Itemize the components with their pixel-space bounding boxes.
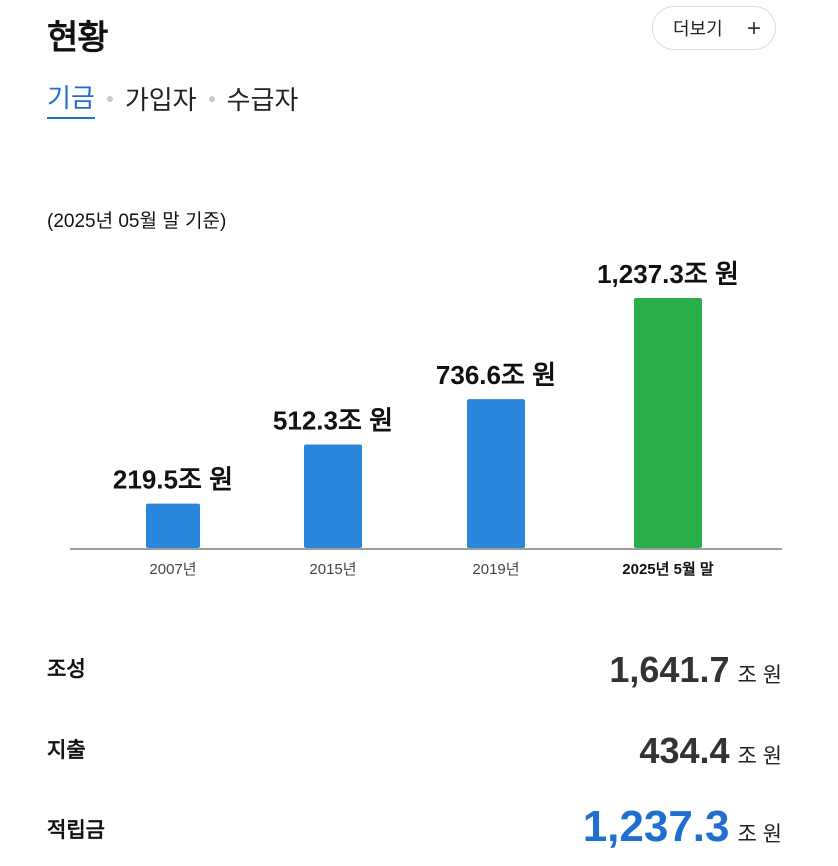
stat-row-spent: 지출 434.4 조 원 (47, 722, 782, 772)
stat-unit: 조 원 (737, 745, 782, 768)
bar-value-label: 1,237.3조 원 (597, 259, 739, 289)
stat-value: 434.4 (639, 730, 730, 771)
tab-separator-dot (208, 95, 215, 102)
x-tick-label: 2015년 (309, 561, 356, 578)
stat-row-raised: 조성 1,641.7 조 원 (47, 641, 782, 691)
more-button-label: 더보기 (673, 19, 723, 39)
bar (467, 399, 525, 548)
bar-value-label: 219.5조 원 (113, 465, 233, 495)
chart-basis-note: (2025년 05월 말 기준) (47, 211, 227, 232)
stat-value: 1,641.7 (609, 649, 730, 690)
stat-label: 조성 (47, 658, 86, 681)
plus-icon: + (746, 15, 761, 42)
stat-label: 적립금 (47, 819, 105, 842)
bar-value-label: 736.6조 원 (436, 360, 556, 390)
more-button[interactable]: 더보기 + (652, 6, 776, 50)
stat-unit: 조 원 (737, 823, 782, 846)
bar-value-label: 512.3조 원 (273, 405, 393, 435)
tab-beneficiaries[interactable]: 수급자 (226, 85, 299, 115)
tab-bar: 기금 가입자 수급자 (47, 78, 298, 119)
fund-bar-chart: 219.5조 원 2007년 512.3조 원 2015년 736.6조 원 2019년 1… (70, 259, 782, 578)
tab-fund[interactable]: 기금 (47, 78, 95, 119)
x-tick-label: 2007년 (149, 561, 196, 578)
bar (634, 298, 702, 548)
tab-separator-dot (106, 95, 113, 102)
page-title: 현황 (47, 19, 109, 57)
x-tick-label: 2019년 (472, 561, 519, 578)
stat-row-reserve: 적립금 1,237.3 조 원 (47, 802, 782, 852)
tab-subscribers[interactable]: 가입자 (124, 85, 197, 115)
stat-value: 1,237.3 (582, 802, 730, 851)
bar (304, 444, 362, 548)
stat-label: 지출 (47, 739, 86, 762)
x-tick-label: 2025년 5월 말 (622, 560, 714, 578)
bar (146, 503, 200, 548)
stat-unit: 조 원 (737, 664, 782, 687)
